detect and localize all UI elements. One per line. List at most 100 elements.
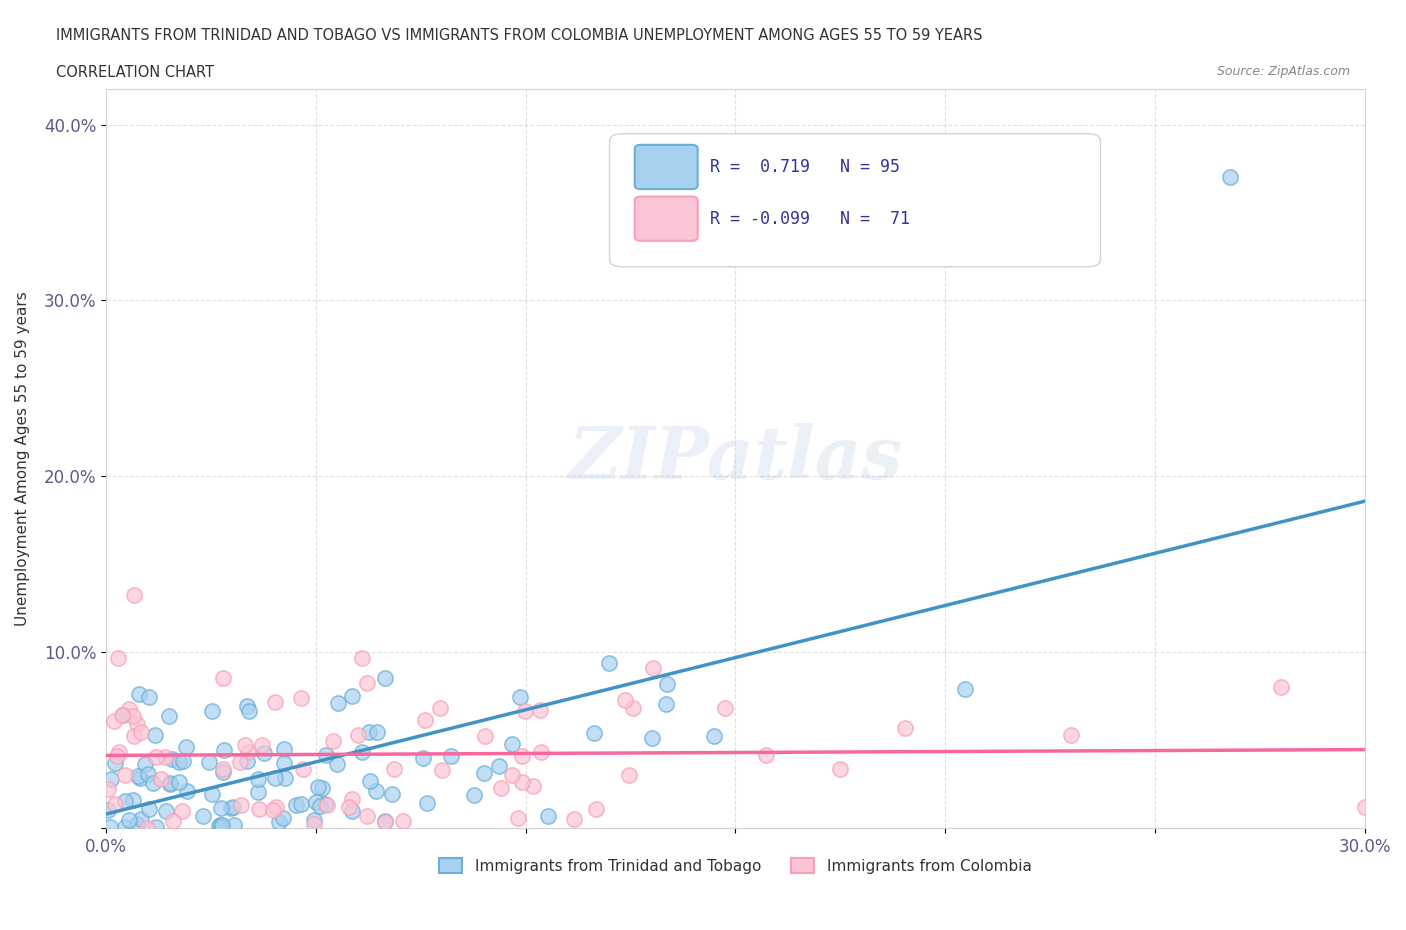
Point — [292, 762, 315, 777]
Point — [613, 693, 636, 708]
Text: R = -0.099   N =  71: R = -0.099 N = 71 — [710, 209, 910, 228]
Point — [129, 812, 152, 827]
Point — [107, 650, 129, 665]
Point — [209, 801, 232, 816]
Point — [250, 737, 273, 752]
Point — [307, 779, 329, 794]
Point — [247, 784, 270, 799]
Point — [98, 819, 121, 834]
Point — [474, 728, 496, 743]
Point — [529, 702, 551, 717]
Point — [530, 745, 553, 760]
Point — [145, 750, 167, 764]
Point — [201, 704, 224, 719]
Point — [135, 820, 157, 835]
Point — [128, 686, 150, 701]
Point — [413, 712, 436, 727]
Point — [352, 651, 374, 666]
Point — [501, 767, 523, 782]
FancyBboxPatch shape — [634, 196, 697, 241]
Point — [155, 804, 177, 819]
Point — [212, 671, 235, 685]
Point — [162, 814, 184, 829]
Point — [515, 703, 537, 718]
Point — [290, 797, 312, 812]
Point — [366, 724, 388, 739]
Point — [364, 783, 387, 798]
Point — [1060, 728, 1083, 743]
Point — [350, 745, 373, 760]
Point — [150, 771, 173, 786]
Point — [953, 681, 976, 696]
Point — [236, 744, 259, 759]
Point — [105, 749, 128, 764]
Point — [143, 727, 166, 742]
Point — [264, 800, 287, 815]
Point — [136, 766, 159, 781]
Point — [655, 697, 678, 711]
Point — [326, 696, 349, 711]
Point — [118, 813, 141, 828]
Point — [311, 781, 333, 796]
Point — [382, 761, 405, 776]
Point — [356, 808, 378, 823]
Point — [122, 792, 145, 807]
Point — [114, 794, 136, 809]
Point — [374, 814, 396, 829]
Point — [247, 772, 270, 787]
Point — [221, 801, 243, 816]
Point — [134, 757, 156, 772]
Point — [830, 761, 852, 776]
Point — [1354, 800, 1376, 815]
Point — [263, 770, 285, 785]
Text: ZIPatlas: ZIPatlas — [568, 423, 903, 494]
Point — [305, 795, 328, 810]
Point — [430, 762, 453, 777]
Point — [510, 775, 533, 790]
Point — [153, 750, 176, 764]
Point — [598, 656, 620, 671]
Point — [474, 765, 496, 780]
Point — [273, 756, 295, 771]
Point — [229, 754, 252, 769]
Point — [160, 751, 183, 766]
Point — [229, 798, 252, 813]
Text: CORRELATION CHART: CORRELATION CHART — [56, 65, 214, 80]
Point — [104, 796, 127, 811]
Point — [108, 744, 131, 759]
Point — [290, 690, 312, 705]
Point — [309, 799, 332, 814]
Point — [337, 800, 360, 815]
Point — [97, 781, 120, 796]
Point — [264, 695, 287, 710]
Point — [1219, 170, 1241, 185]
Point — [340, 688, 363, 703]
Point — [117, 701, 139, 716]
Text: IMMIGRANTS FROM TRINIDAD AND TOBAGO VS IMMIGRANTS FROM COLOMBIA UNEMPLOYMENT AMO: IMMIGRANTS FROM TRINIDAD AND TOBAGO VS I… — [56, 28, 983, 43]
Point — [623, 700, 645, 715]
Point — [262, 802, 284, 817]
Point — [392, 814, 415, 829]
Point — [174, 739, 197, 754]
Point — [247, 802, 270, 817]
Point — [100, 772, 122, 787]
Point — [157, 709, 180, 724]
Point — [356, 675, 378, 690]
Point — [138, 689, 160, 704]
Point — [562, 812, 585, 827]
Point — [359, 774, 381, 789]
Point — [211, 764, 233, 779]
Point — [211, 817, 233, 832]
Point — [284, 798, 307, 813]
Point — [238, 703, 260, 718]
Point — [233, 737, 256, 752]
Point — [172, 804, 194, 818]
Point — [357, 724, 380, 739]
Point — [522, 778, 544, 793]
Point — [208, 818, 231, 833]
Point — [274, 770, 297, 785]
FancyBboxPatch shape — [634, 145, 697, 189]
Point — [643, 660, 665, 675]
Point — [127, 768, 149, 783]
FancyBboxPatch shape — [610, 134, 1101, 267]
